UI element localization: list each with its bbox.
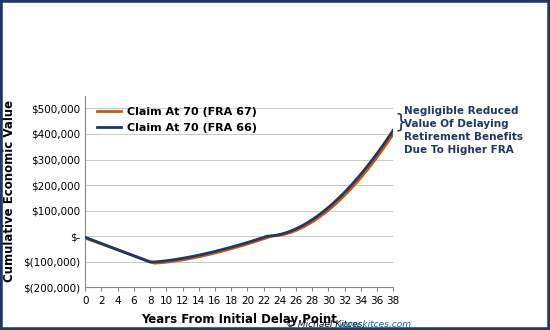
Claim At 70 (FRA 66) [265,234,272,238]
Claim At 70 (FRA 66) [266,234,273,238]
Claim At 70 (FRA 67) [265,235,272,239]
Text: www.kitces.com: www.kitces.com [338,320,411,329]
Claim At 70 (FRA 66) [83,236,90,240]
Legend: Claim At 70 (FRA 67), Claim At 70 (FRA 66): Claim At 70 (FRA 67), Claim At 70 (FRA 6… [97,107,257,133]
Claim At 70 (FRA 66) [272,233,278,237]
Claim At 70 (FRA 67) [82,236,89,240]
Text: Negligible Reduced
Value Of Delaying
Retirement Benefits
Due To Higher FRA: Negligible Reduced Value Of Delaying Ret… [404,106,523,155]
Text: }: } [395,113,408,132]
Claim At 70 (FRA 67) [343,192,349,196]
Claim At 70 (FRA 66) [82,235,89,239]
Text: © Michael Kitces,: © Michael Kitces, [286,320,368,329]
Claim At 70 (FRA 66) [147,260,153,264]
Y-axis label: Cumulative Economic Value: Cumulative Economic Value [3,100,16,282]
Claim At 70 (FRA 67) [83,237,90,241]
Line: Claim At 70 (FRA 66): Claim At 70 (FRA 66) [85,130,393,262]
Claim At 70 (FRA 66) [362,167,369,171]
Claim At 70 (FRA 66) [390,128,397,132]
Claim At 70 (FRA 66) [343,189,349,193]
Claim At 70 (FRA 67) [362,170,369,174]
Claim At 70 (FRA 67) [266,235,273,239]
Claim At 70 (FRA 67) [151,261,157,265]
Line: Claim At 70 (FRA 67): Claim At 70 (FRA 67) [85,134,393,263]
Claim At 70 (FRA 67) [390,132,397,136]
Text: SOCIAL SECURITY BREAKEVEN DELAYING FROM 62 TO 70
WITH DIFFERENT FRAS (3% INFLATI: SOCIAL SECURITY BREAKEVEN DELAYING FROM … [53,11,497,44]
X-axis label: Years From Initial Delay Point: Years From Initial Delay Point [141,313,337,326]
Claim At 70 (FRA 67) [272,234,278,238]
